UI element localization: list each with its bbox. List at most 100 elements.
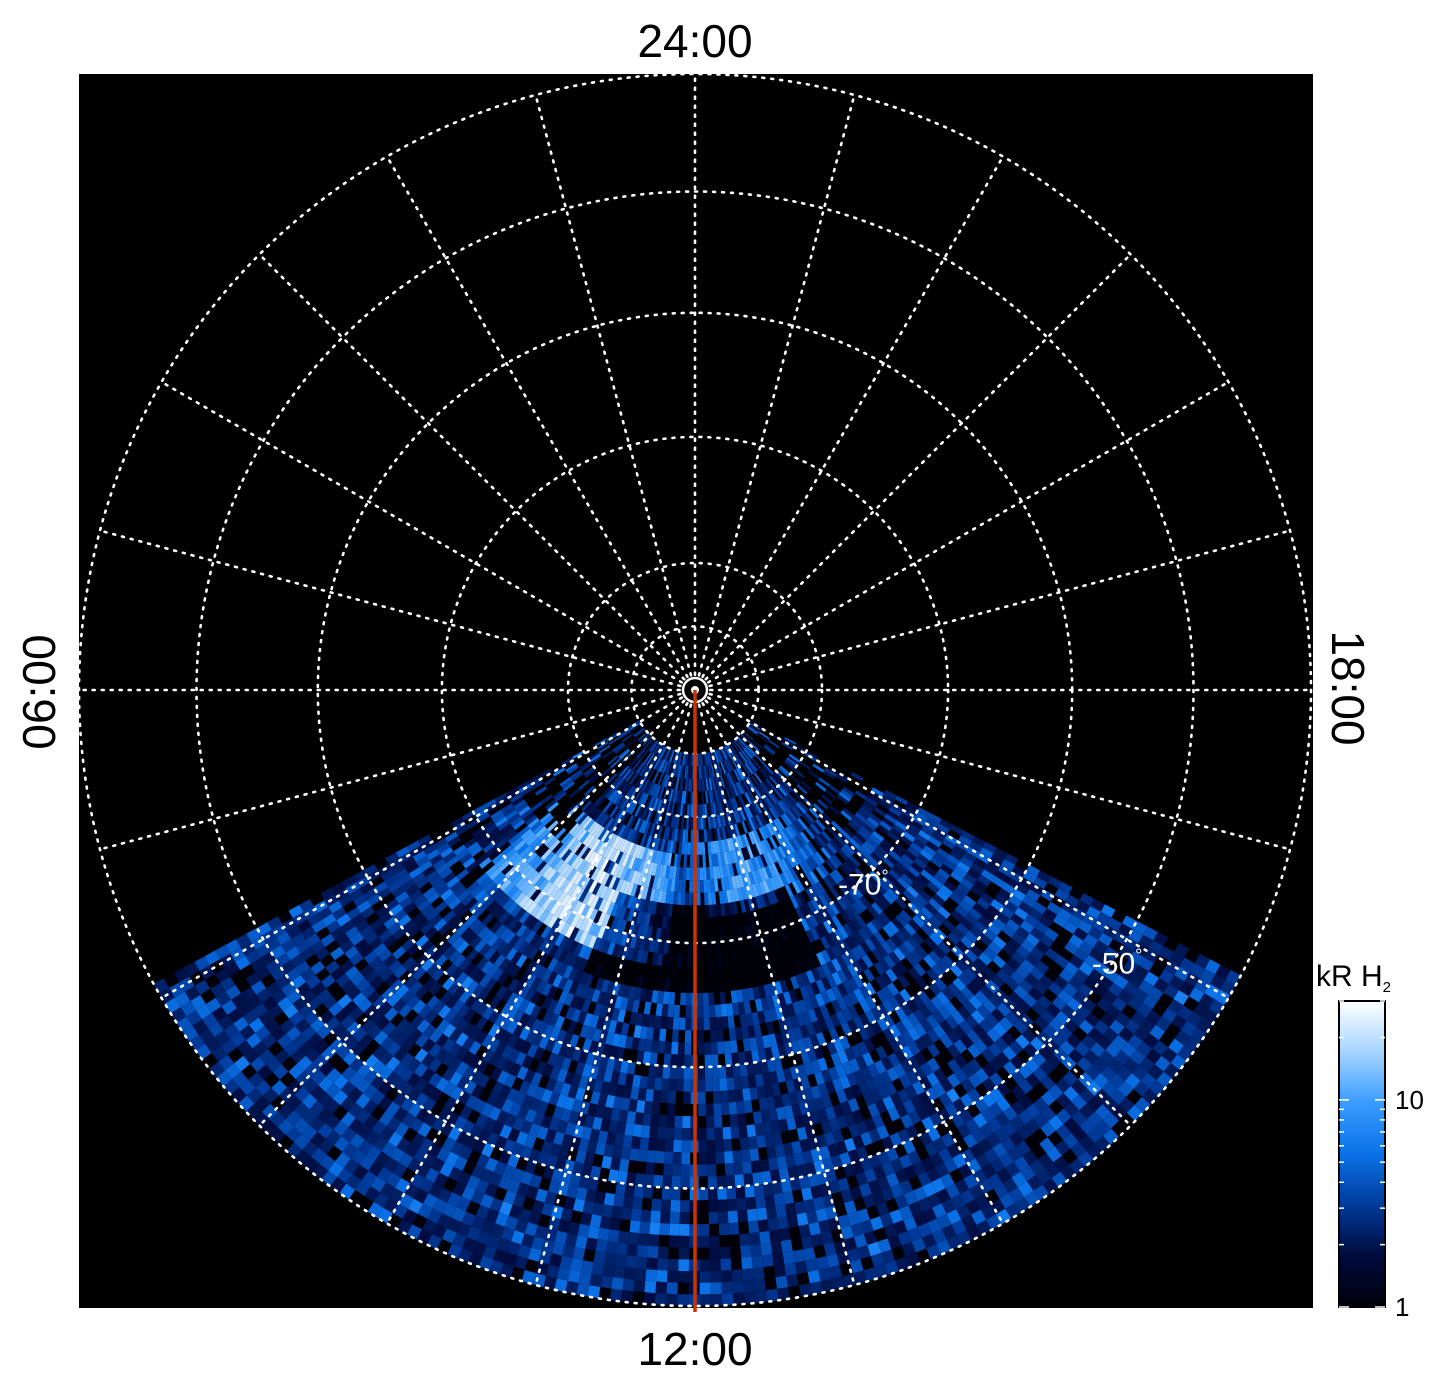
heatmap-cell: [689, 791, 693, 805]
heatmap-cell: [811, 765, 823, 775]
heatmap-cell: [744, 872, 752, 886]
heatmap-cell: [804, 811, 815, 824]
heatmap-cell: [775, 817, 785, 830]
heatmap-cell: [597, 828, 608, 841]
heatmap-cell: [721, 1016, 729, 1030]
heatmap-cell: [740, 750, 749, 762]
heatmap-cell: [747, 858, 755, 872]
heatmap-cell: [713, 750, 719, 763]
heatmap-cell: [706, 867, 711, 880]
heatmap-cell: [789, 773, 800, 784]
heatmap-cell: [763, 746, 774, 756]
heatmap-cell: [666, 775, 672, 789]
heatmap-cell: [752, 756, 763, 768]
heatmap-cell: [795, 849, 806, 863]
heatmap-cell: [552, 789, 565, 800]
heatmap-cell: [664, 748, 671, 761]
heatmap-cell: [712, 815, 717, 829]
heatmap-cell: [696, 892, 701, 906]
heatmap-cell: [637, 832, 645, 846]
heatmap-cell: [699, 1212, 709, 1225]
heatmap-cell: [701, 842, 706, 855]
heatmap-cell: [681, 1164, 690, 1177]
heatmap-cell: [670, 1199, 681, 1213]
heatmap-cell: [645, 835, 653, 849]
heatmap-cell: [652, 784, 660, 798]
heatmap-cell: [716, 814, 722, 828]
heatmap-cell: [708, 777, 713, 791]
heatmap-cell: [578, 1271, 592, 1286]
heatmap-cell: [684, 892, 690, 906]
heatmap-cell: [800, 780, 812, 791]
heatmap-cell: [617, 824, 627, 838]
heatmap-cell: [739, 1137, 750, 1151]
heatmap-cell: [587, 865, 597, 879]
heatmap-cell: [668, 865, 674, 879]
heatmap-cell: [712, 866, 718, 880]
heatmap-cell: [703, 791, 707, 804]
heatmap-cell: [633, 1184, 645, 1198]
heatmap-cell: [787, 793, 798, 805]
heatmap-cell: [702, 765, 706, 779]
heatmap-cell: [681, 841, 685, 855]
heatmap-cell: [719, 1234, 730, 1248]
heatmap-cell: [760, 812, 769, 825]
heatmap-cell: [684, 905, 689, 918]
emission-heatmap: [153, 720, 1241, 1306]
heatmap-cell: [729, 837, 736, 851]
heatmap-cell: [671, 1029, 679, 1043]
heatmap-cell: [584, 849, 594, 862]
heatmap-cell: [769, 836, 778, 849]
heatmap-cell: [742, 1161, 753, 1175]
heatmap-cell: [614, 1254, 627, 1267]
heatmap-cell: [656, 1138, 666, 1152]
heatmap-cell: [719, 865, 725, 879]
heatmap-cell: [708, 1211, 719, 1224]
heatmap-cell: [697, 980, 703, 993]
heatmap-cell: [677, 790, 681, 804]
heatmap-cell: [748, 871, 756, 885]
heatmap-cell: [683, 1091, 691, 1104]
heatmap-cell: [664, 852, 670, 866]
heatmap-cell: [767, 864, 777, 878]
heatmap-cell: [787, 825, 798, 838]
heatmap-cell: [710, 803, 715, 816]
heatmap-cell: [730, 811, 737, 825]
heatmap-cell: [787, 755, 800, 765]
heatmap-cell: [743, 748, 753, 759]
heatmap-cell: [645, 1088, 655, 1102]
heatmap-cell: [640, 1209, 652, 1223]
heatmap-cell: [778, 767, 789, 778]
heatmap-cell: [636, 762, 645, 775]
heatmap-cell: [680, 778, 685, 791]
heatmap-cell: [757, 784, 767, 797]
heatmap-cell: [706, 829, 711, 842]
heatmap-cell: [662, 1065, 671, 1079]
heatmap-cell: [709, 815, 714, 829]
heatmap-cell: [660, 826, 666, 839]
heatmap-cell: [619, 782, 629, 794]
heatmap-cell: [648, 740, 658, 752]
heatmap-cell: [534, 786, 548, 796]
heatmap-cell: [580, 1260, 594, 1274]
heatmap-cell: [632, 1196, 643, 1210]
heatmap-cell: [724, 1151, 734, 1164]
heatmap-cell: [665, 827, 671, 840]
heatmap-cell: [581, 800, 592, 812]
heatmap-cell: [561, 779, 574, 790]
heatmap-cell: [697, 943, 702, 956]
heatmap-cell: [709, 866, 714, 880]
heatmap-cell: [660, 1199, 671, 1212]
heatmap-cell: [733, 739, 743, 751]
heatmap-cell: [629, 1220, 641, 1234]
heatmap-cell: [718, 748, 725, 761]
heatmap-cell: [625, 1255, 637, 1269]
heatmap-cell: [756, 1207, 768, 1221]
heatmap-cell: [716, 762, 722, 776]
heatmap-cell: [725, 786, 731, 800]
heatmap-cell: [764, 795, 774, 808]
heatmap-cell: [675, 803, 680, 816]
heatmap-cell: [669, 1211, 680, 1224]
heatmap-cell: [670, 967, 677, 980]
heatmap-cell: [801, 845, 812, 859]
